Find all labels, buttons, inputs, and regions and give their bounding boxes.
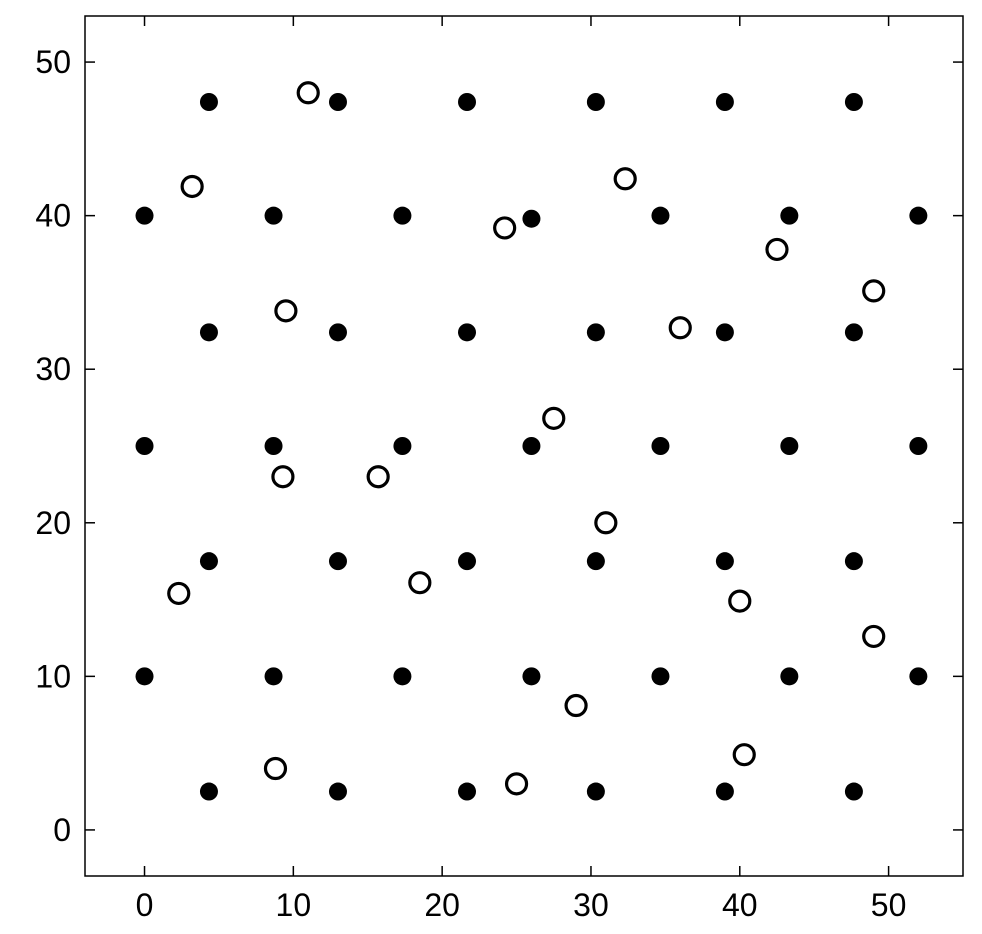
y-tick-label: 50 (35, 44, 71, 80)
y-tick-label: 10 (35, 658, 71, 694)
marker-filled (393, 437, 411, 455)
marker-filled (458, 552, 476, 570)
marker-filled (265, 437, 283, 455)
marker-filled (716, 783, 734, 801)
marker-filled (587, 323, 605, 341)
marker-filled (651, 667, 669, 685)
marker-filled (265, 667, 283, 685)
chart-svg: 0 10 20 30 40 50 0 10 20 30 40 50 (0, 0, 982, 934)
x-tick-label: 20 (424, 887, 460, 923)
marker-filled (458, 783, 476, 801)
marker-filled (845, 552, 863, 570)
marker-filled (651, 207, 669, 225)
marker-filled (329, 93, 347, 111)
marker-filled (845, 323, 863, 341)
marker-filled (909, 667, 927, 685)
x-tick-label: 0 (136, 887, 154, 923)
marker-filled (909, 207, 927, 225)
marker-filled (587, 552, 605, 570)
y-tick-label: 0 (53, 812, 71, 848)
marker-filled (716, 323, 734, 341)
marker-filled (780, 437, 798, 455)
y-tick-label: 40 (35, 198, 71, 234)
marker-filled (845, 93, 863, 111)
marker-filled (909, 437, 927, 455)
marker-filled (522, 210, 540, 228)
marker-filled (200, 552, 218, 570)
marker-filled (587, 93, 605, 111)
x-tick-label: 30 (573, 887, 609, 923)
marker-filled (458, 323, 476, 341)
x-tick-label: 40 (722, 887, 758, 923)
y-tick-label: 20 (35, 505, 71, 541)
marker-filled (136, 437, 154, 455)
marker-filled (393, 207, 411, 225)
marker-filled (200, 783, 218, 801)
marker-filled (265, 207, 283, 225)
marker-filled (651, 437, 669, 455)
marker-filled (136, 207, 154, 225)
marker-filled (200, 93, 218, 111)
marker-filled (587, 783, 605, 801)
marker-filled (329, 783, 347, 801)
marker-filled (522, 667, 540, 685)
y-tick-label: 30 (35, 351, 71, 387)
marker-filled (716, 552, 734, 570)
marker-filled (845, 783, 863, 801)
marker-filled (458, 93, 476, 111)
marker-filled (329, 552, 347, 570)
marker-filled (780, 207, 798, 225)
scatter-chart: 0 10 20 30 40 50 0 10 20 30 40 50 (0, 0, 982, 934)
marker-filled (329, 323, 347, 341)
marker-filled (522, 437, 540, 455)
marker-filled (200, 323, 218, 341)
x-tick-label: 10 (276, 887, 312, 923)
marker-filled (716, 93, 734, 111)
x-tick-label: 50 (871, 887, 907, 923)
marker-filled (780, 667, 798, 685)
marker-filled (393, 667, 411, 685)
marker-filled (136, 667, 154, 685)
